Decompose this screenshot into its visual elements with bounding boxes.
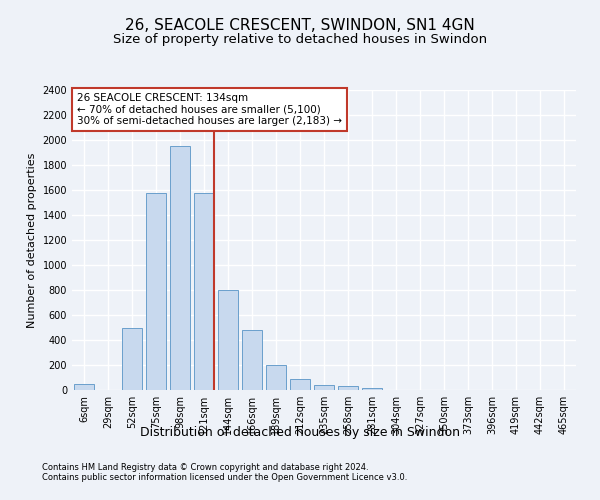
Bar: [290, 379, 310, 390]
Text: Contains HM Land Registry data © Crown copyright and database right 2024.: Contains HM Land Registry data © Crown c…: [42, 464, 368, 472]
Text: Distribution of detached houses by size in Swindon: Distribution of detached houses by size …: [140, 426, 460, 439]
Text: 26, SEACOLE CRESCENT, SWINDON, SN1 4GN: 26, SEACOLE CRESCENT, SWINDON, SN1 4GN: [125, 18, 475, 32]
Bar: [362, 388, 382, 390]
Bar: [74, 384, 94, 390]
Bar: [146, 192, 166, 390]
Text: 26 SEACOLE CRESCENT: 134sqm
← 70% of detached houses are smaller (5,100)
30% of : 26 SEACOLE CRESCENT: 134sqm ← 70% of det…: [77, 93, 342, 126]
Bar: [266, 365, 286, 390]
Bar: [242, 330, 262, 390]
Bar: [338, 386, 358, 390]
Text: Contains public sector information licensed under the Open Government Licence v3: Contains public sector information licen…: [42, 474, 407, 482]
Bar: [122, 328, 142, 390]
Bar: [194, 192, 214, 390]
Bar: [218, 290, 238, 390]
Bar: [170, 146, 190, 390]
Text: Size of property relative to detached houses in Swindon: Size of property relative to detached ho…: [113, 32, 487, 46]
Y-axis label: Number of detached properties: Number of detached properties: [27, 152, 37, 328]
Bar: [314, 385, 334, 390]
